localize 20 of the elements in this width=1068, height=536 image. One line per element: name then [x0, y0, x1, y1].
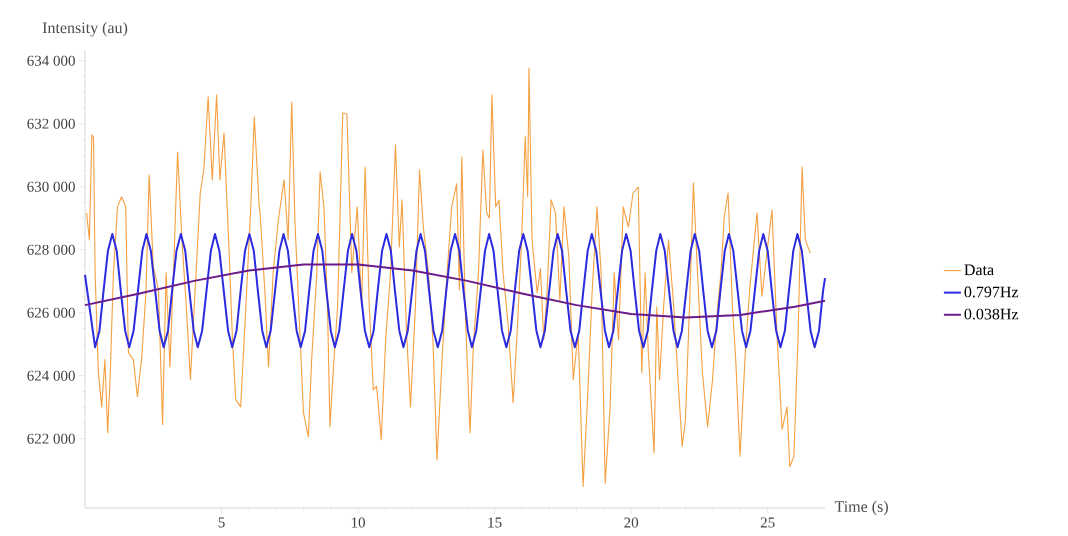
line-series — [84, 232, 827, 349]
y-axis-title: Intensity (au) — [42, 21, 128, 37]
y-tick-label: 632 000 — [27, 118, 75, 129]
y-tick-label: 634 000 — [27, 55, 75, 66]
line-series — [84, 263, 827, 319]
legend-label: 0.038Hz — [964, 308, 1019, 320]
x-axis-title: Time (s) — [834, 500, 888, 516]
x-tick-label: 10 — [351, 517, 365, 528]
y-tick-label: 624 000 — [27, 370, 75, 381]
y-tick-label: 630 000 — [27, 181, 75, 192]
y-tick-label: 622 000 — [27, 433, 75, 444]
x-tick-label: 5 — [218, 517, 225, 528]
x-tick-label: 25 — [760, 517, 775, 528]
y-tick-label: 628 000 — [27, 244, 75, 255]
legend-label: 0.797Hz — [964, 286, 1019, 298]
x-tick-label: 20 — [624, 517, 639, 528]
legend-label: Data — [964, 264, 994, 276]
y-tick-label: 626 000 — [27, 307, 75, 318]
x-tick-label: 15 — [488, 517, 502, 528]
line-series — [86, 67, 811, 488]
